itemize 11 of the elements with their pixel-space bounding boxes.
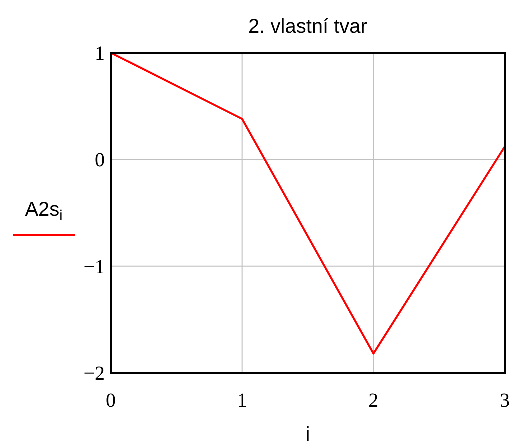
- x-axis-title: i: [306, 424, 310, 446]
- line-series: [110, 52, 506, 355]
- x-tick-label: 1: [237, 390, 248, 412]
- x-tick-label: 2: [368, 390, 379, 412]
- text: A2s$_{i}$: [25, 199, 63, 223]
- y-tick-label: 1: [95, 43, 105, 65]
- y-tick-label: 0: [95, 150, 105, 172]
- chart-title: 2. vlastní tvar: [248, 16, 368, 38]
- x-tick-label: 3: [500, 390, 510, 412]
- y-tick-label: −2: [84, 363, 105, 385]
- y-tick-label: −1: [84, 256, 105, 278]
